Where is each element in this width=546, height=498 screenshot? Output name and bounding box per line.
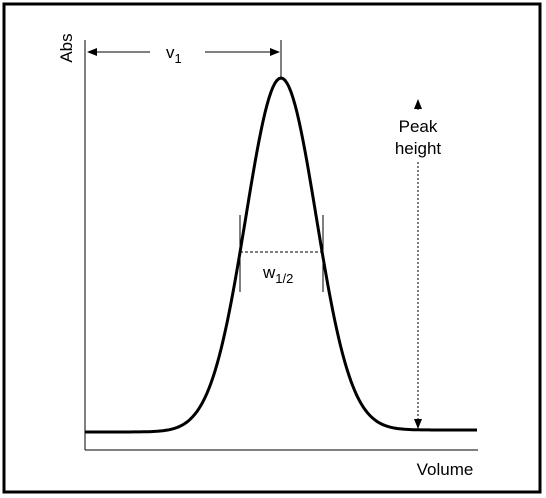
peak-height-label: height: [395, 139, 442, 158]
v-sub: 1: [175, 51, 182, 66]
frame: [2, 2, 542, 494]
peak-height-label: Peak: [399, 117, 438, 136]
y-axis-label: Abs: [57, 33, 76, 62]
x-axis-label: Volume: [417, 460, 474, 479]
w-label: w1/2: [262, 263, 293, 286]
w-main: w: [262, 263, 276, 282]
v-label: v1: [166, 43, 182, 66]
w-sub: 1/2: [275, 271, 293, 286]
v-main: v: [166, 43, 175, 62]
